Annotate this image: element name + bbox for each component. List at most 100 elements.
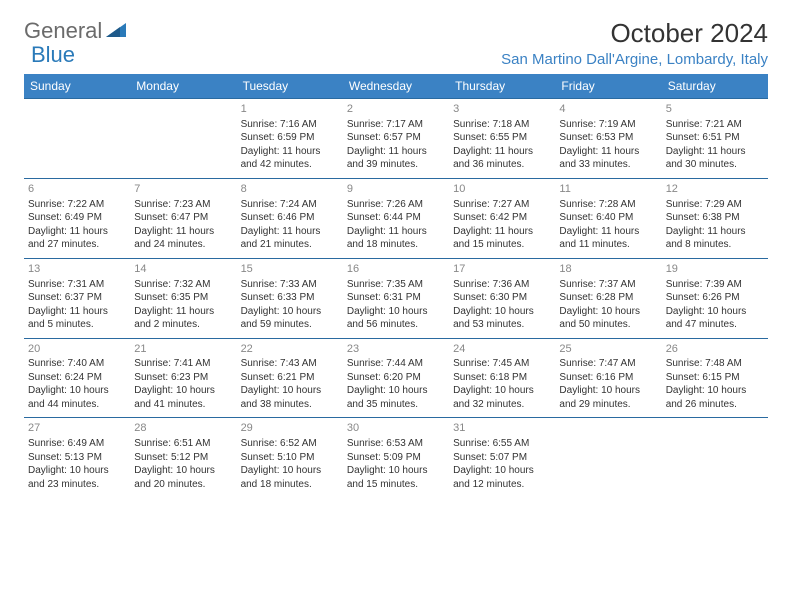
daylight-text: Daylight: 11 hours and 18 minutes. [347, 225, 445, 252]
sunset-text: Sunset: 6:18 PM [453, 371, 551, 385]
day-cell: 8Sunrise: 7:24 AMSunset: 6:46 PMDaylight… [237, 178, 343, 258]
sunrise-text: Sunrise: 7:29 AM [666, 198, 764, 212]
day-number: 24 [453, 342, 551, 357]
daylight-text: Daylight: 11 hours and 24 minutes. [134, 225, 232, 252]
day-header: Tuesday [237, 74, 343, 99]
daylight-text: Daylight: 10 hours and 44 minutes. [28, 384, 126, 411]
day-cell: 17Sunrise: 7:36 AMSunset: 6:30 PMDayligh… [449, 258, 555, 338]
week-row: 13Sunrise: 7:31 AMSunset: 6:37 PMDayligh… [24, 258, 768, 338]
day-number: 19 [666, 262, 764, 277]
sunset-text: Sunset: 6:28 PM [559, 291, 657, 305]
daylight-text: Daylight: 10 hours and 35 minutes. [347, 384, 445, 411]
day-number: 23 [347, 342, 445, 357]
day-cell: 2Sunrise: 7:17 AMSunset: 6:57 PMDaylight… [343, 99, 449, 179]
sunrise-text: Sunrise: 6:55 AM [453, 437, 551, 451]
sunrise-text: Sunrise: 7:48 AM [666, 357, 764, 371]
day-number: 21 [134, 342, 232, 357]
sunset-text: Sunset: 6:46 PM [241, 211, 339, 225]
daylight-text: Daylight: 10 hours and 32 minutes. [453, 384, 551, 411]
day-number: 31 [453, 421, 551, 436]
sunrise-text: Sunrise: 7:26 AM [347, 198, 445, 212]
day-header: Wednesday [343, 74, 449, 99]
daylight-text: Daylight: 10 hours and 12 minutes. [453, 464, 551, 491]
day-cell: 10Sunrise: 7:27 AMSunset: 6:42 PMDayligh… [449, 178, 555, 258]
sunrise-text: Sunrise: 6:52 AM [241, 437, 339, 451]
sunset-text: Sunset: 6:57 PM [347, 131, 445, 145]
sunset-text: Sunset: 5:07 PM [453, 451, 551, 465]
week-row: 27Sunrise: 6:49 AMSunset: 5:13 PMDayligh… [24, 418, 768, 497]
sunset-text: Sunset: 5:12 PM [134, 451, 232, 465]
day-number: 30 [347, 421, 445, 436]
calendar-page: General October 2024 San Martino Dall'Ar… [0, 0, 792, 507]
sunset-text: Sunset: 6:33 PM [241, 291, 339, 305]
day-cell: 25Sunrise: 7:47 AMSunset: 6:16 PMDayligh… [555, 338, 661, 418]
daylight-text: Daylight: 10 hours and 47 minutes. [666, 305, 764, 332]
daylight-text: Daylight: 10 hours and 18 minutes. [241, 464, 339, 491]
daylight-text: Daylight: 10 hours and 50 minutes. [559, 305, 657, 332]
sunset-text: Sunset: 6:31 PM [347, 291, 445, 305]
day-cell: 4Sunrise: 7:19 AMSunset: 6:53 PMDaylight… [555, 99, 661, 179]
sunset-text: Sunset: 6:51 PM [666, 131, 764, 145]
day-cell: 9Sunrise: 7:26 AMSunset: 6:44 PMDaylight… [343, 178, 449, 258]
daylight-text: Daylight: 11 hours and 42 minutes. [241, 145, 339, 172]
sunrise-text: Sunrise: 7:21 AM [666, 118, 764, 132]
sunrise-text: Sunrise: 7:35 AM [347, 278, 445, 292]
daylight-text: Daylight: 11 hours and 27 minutes. [28, 225, 126, 252]
day-number: 1 [241, 102, 339, 117]
day-cell: 26Sunrise: 7:48 AMSunset: 6:15 PMDayligh… [662, 338, 768, 418]
sunrise-text: Sunrise: 7:19 AM [559, 118, 657, 132]
day-header: Monday [130, 74, 236, 99]
sunset-text: Sunset: 6:59 PM [241, 131, 339, 145]
daylight-text: Daylight: 11 hours and 39 minutes. [347, 145, 445, 172]
sunset-text: Sunset: 5:09 PM [347, 451, 445, 465]
sunrise-text: Sunrise: 6:51 AM [134, 437, 232, 451]
daylight-text: Daylight: 10 hours and 23 minutes. [28, 464, 126, 491]
sunset-text: Sunset: 6:16 PM [559, 371, 657, 385]
day-cell [662, 418, 768, 497]
day-cell: 19Sunrise: 7:39 AMSunset: 6:26 PMDayligh… [662, 258, 768, 338]
sunrise-text: Sunrise: 7:41 AM [134, 357, 232, 371]
day-cell: 16Sunrise: 7:35 AMSunset: 6:31 PMDayligh… [343, 258, 449, 338]
daylight-text: Daylight: 10 hours and 41 minutes. [134, 384, 232, 411]
location-text: San Martino Dall'Argine, Lombardy, Italy [501, 51, 768, 68]
daylight-text: Daylight: 11 hours and 36 minutes. [453, 145, 551, 172]
logo-text-general: General [24, 18, 102, 44]
sunrise-text: Sunrise: 7:33 AM [241, 278, 339, 292]
logo-sub: Blue [30, 42, 75, 68]
sunset-text: Sunset: 6:26 PM [666, 291, 764, 305]
sunrise-text: Sunrise: 7:16 AM [241, 118, 339, 132]
sunrise-text: Sunrise: 7:24 AM [241, 198, 339, 212]
day-number: 27 [28, 421, 126, 436]
day-cell: 29Sunrise: 6:52 AMSunset: 5:10 PMDayligh… [237, 418, 343, 497]
daylight-text: Daylight: 10 hours and 59 minutes. [241, 305, 339, 332]
sunset-text: Sunset: 6:24 PM [28, 371, 126, 385]
day-number: 8 [241, 182, 339, 197]
daylight-text: Daylight: 10 hours and 26 minutes. [666, 384, 764, 411]
day-number: 28 [134, 421, 232, 436]
day-number: 22 [241, 342, 339, 357]
sunrise-text: Sunrise: 7:44 AM [347, 357, 445, 371]
day-number: 18 [559, 262, 657, 277]
day-number: 4 [559, 102, 657, 117]
day-cell: 15Sunrise: 7:33 AMSunset: 6:33 PMDayligh… [237, 258, 343, 338]
daylight-text: Daylight: 10 hours and 56 minutes. [347, 305, 445, 332]
week-row: 6Sunrise: 7:22 AMSunset: 6:49 PMDaylight… [24, 178, 768, 258]
sunrise-text: Sunrise: 7:45 AM [453, 357, 551, 371]
calendar-table: Sunday Monday Tuesday Wednesday Thursday… [24, 74, 768, 497]
sunrise-text: Sunrise: 7:18 AM [453, 118, 551, 132]
day-cell: 7Sunrise: 7:23 AMSunset: 6:47 PMDaylight… [130, 178, 236, 258]
day-cell: 30Sunrise: 6:53 AMSunset: 5:09 PMDayligh… [343, 418, 449, 497]
day-header: Saturday [662, 74, 768, 99]
sunset-text: Sunset: 5:13 PM [28, 451, 126, 465]
sunrise-text: Sunrise: 7:43 AM [241, 357, 339, 371]
sunrise-text: Sunrise: 7:31 AM [28, 278, 126, 292]
daylight-text: Daylight: 11 hours and 33 minutes. [559, 145, 657, 172]
day-cell: 13Sunrise: 7:31 AMSunset: 6:37 PMDayligh… [24, 258, 130, 338]
sunset-text: Sunset: 6:23 PM [134, 371, 232, 385]
daylight-text: Daylight: 10 hours and 53 minutes. [453, 305, 551, 332]
sunset-text: Sunset: 6:15 PM [666, 371, 764, 385]
sunset-text: Sunset: 6:47 PM [134, 211, 232, 225]
day-cell: 6Sunrise: 7:22 AMSunset: 6:49 PMDaylight… [24, 178, 130, 258]
daylight-text: Daylight: 11 hours and 15 minutes. [453, 225, 551, 252]
sunset-text: Sunset: 6:37 PM [28, 291, 126, 305]
